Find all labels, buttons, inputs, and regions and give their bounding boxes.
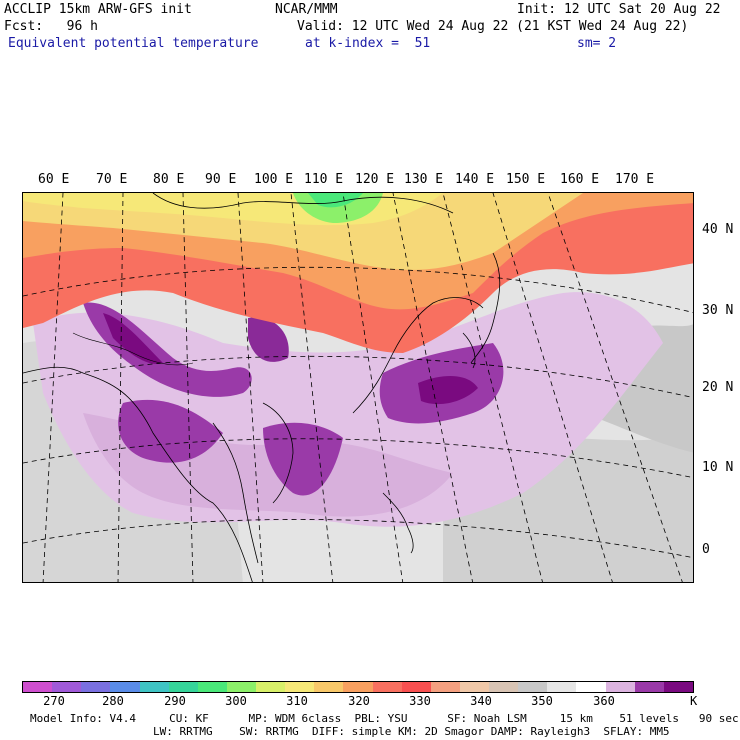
theta-e-map	[22, 192, 694, 583]
lon-label: 170 E	[615, 172, 655, 187]
lon-label: 150 E	[506, 172, 546, 187]
level-info: at k-index = 51	[305, 36, 431, 51]
colorbar-swatch	[226, 682, 256, 692]
lon-label: 160 E	[560, 172, 600, 187]
colorbar-tick: 310	[286, 694, 308, 708]
lon-label: 140 E	[455, 172, 495, 187]
lat-label: 10 N	[702, 460, 734, 475]
forecast-hour: Fcst: 96 h	[4, 19, 98, 34]
colorbar-swatch	[343, 682, 373, 692]
colorbar-tick: 360	[593, 694, 615, 708]
colorbar-swatch	[576, 682, 606, 692]
colorbar-swatch	[256, 682, 286, 692]
lat-label: 0	[702, 542, 710, 557]
colorbar-swatch	[663, 682, 693, 692]
lon-label: 70 E	[96, 172, 128, 187]
lon-label: 130 E	[404, 172, 444, 187]
model-info-line1: Model Info: V4.4 CU: KF MP: WDM 6class P…	[30, 712, 739, 725]
lon-label: 60 E	[38, 172, 70, 187]
colorbar	[22, 681, 694, 693]
colorbar-swatch	[314, 682, 344, 692]
lon-label: 120 E	[355, 172, 395, 187]
colorbar-swatch	[489, 682, 519, 692]
model-title: ACCLIP 15km ARW-GFS init	[4, 2, 192, 17]
colorbar-swatch	[547, 682, 577, 692]
colorbar-swatch	[459, 682, 489, 692]
lat-label: 40 N	[702, 222, 734, 237]
colorbar-swatch	[518, 682, 548, 692]
colorbar-tick: 350	[531, 694, 553, 708]
colorbar-tick: 340	[470, 694, 492, 708]
colorbar-tick: 280	[102, 694, 124, 708]
lon-label: 90 E	[205, 172, 237, 187]
colorbar-swatch	[52, 682, 82, 692]
colorbar-swatch	[139, 682, 169, 692]
field-name: Equivalent potential temperature	[8, 36, 259, 51]
lat-label: 30 N	[702, 303, 734, 318]
lon-label: 110 E	[304, 172, 344, 187]
colorbar-tick: 320	[348, 694, 370, 708]
colorbar-tick: 290	[164, 694, 186, 708]
colorbar-unit: K	[690, 694, 698, 708]
colorbar-swatch	[81, 682, 111, 692]
lat-label: 20 N	[702, 380, 734, 395]
colorbar-swatch	[197, 682, 227, 692]
org-label: NCAR/MMM	[275, 2, 338, 17]
lon-label: 100 E	[254, 172, 294, 187]
valid-time: Valid: 12 UTC Wed 24 Aug 22 (21 KST Wed …	[297, 19, 689, 34]
colorbar-swatch	[110, 682, 140, 692]
colorbar-tick: 270	[43, 694, 65, 708]
colorbar-swatch	[23, 682, 53, 692]
model-info-line2: LW: RRTMG SW: RRTMG DIFF: simple KM: 2D …	[153, 725, 670, 738]
smoothing-info: sm= 2	[577, 36, 617, 51]
lon-label: 80 E	[153, 172, 185, 187]
colorbar-tick: 330	[409, 694, 431, 708]
init-time: Init: 12 UTC Sat 20 Aug 22	[517, 2, 721, 17]
map-canvas	[23, 193, 693, 582]
colorbar-swatch	[430, 682, 460, 692]
colorbar-tick: 300	[225, 694, 247, 708]
colorbar-swatch	[605, 682, 635, 692]
colorbar-swatch	[634, 682, 664, 692]
colorbar-swatch	[285, 682, 315, 692]
colorbar-swatch	[168, 682, 198, 692]
colorbar-swatch	[401, 682, 431, 692]
colorbar-swatch	[372, 682, 402, 692]
